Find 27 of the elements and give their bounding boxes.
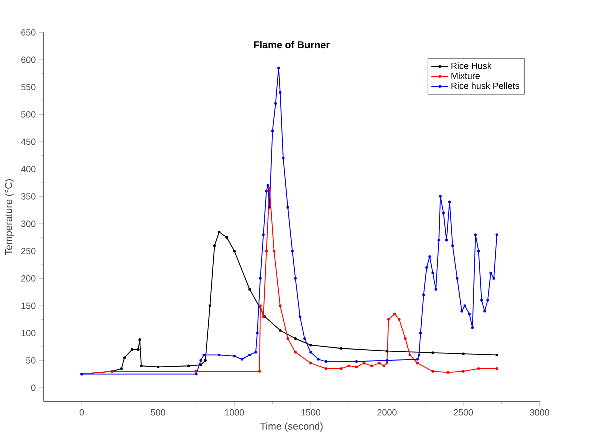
x-tick-label: 500 <box>151 409 166 416</box>
text: Flame of Burner <box>254 41 330 49</box>
y-tick-label: 350 <box>21 193 36 200</box>
x-tick-label: 2000 <box>378 409 397 416</box>
y-tick-label: 600 <box>22 56 36 64</box>
legend-label: Rice husk Pellets <box>452 82 520 90</box>
x-tick-label: 1500 <box>302 409 321 416</box>
y-tick-label: 0 <box>31 384 36 392</box>
y-tick-label: 100 <box>22 330 36 336</box>
x-tick-label: 2500 <box>454 409 474 416</box>
y-tick-label: 150 <box>22 302 36 310</box>
x-tick-label: 0 <box>80 409 84 416</box>
y-tick-label: 500 <box>21 111 36 118</box>
y-tick-label: 450 <box>21 138 36 146</box>
y-tick-label: 250 <box>22 248 36 254</box>
y-tick-label: 550 <box>21 84 36 90</box>
y-tick-label: 650 <box>22 29 36 36</box>
y-tick-label: 50 <box>26 357 36 364</box>
y-tick-label: 300 <box>21 220 36 228</box>
y-tick-label: 200 <box>22 275 36 282</box>
legend-label: Mixture <box>452 72 480 80</box>
legend-label: Rice Husk <box>452 62 492 70</box>
x-tick-label: 3000 <box>530 409 550 416</box>
y-tick-label: 400 <box>21 166 36 172</box>
x-axis-title: Time (second) <box>260 422 323 432</box>
y-axis-title: Temperature (°C) <box>4 180 14 256</box>
x-tick-label: 1000 <box>225 409 244 416</box>
